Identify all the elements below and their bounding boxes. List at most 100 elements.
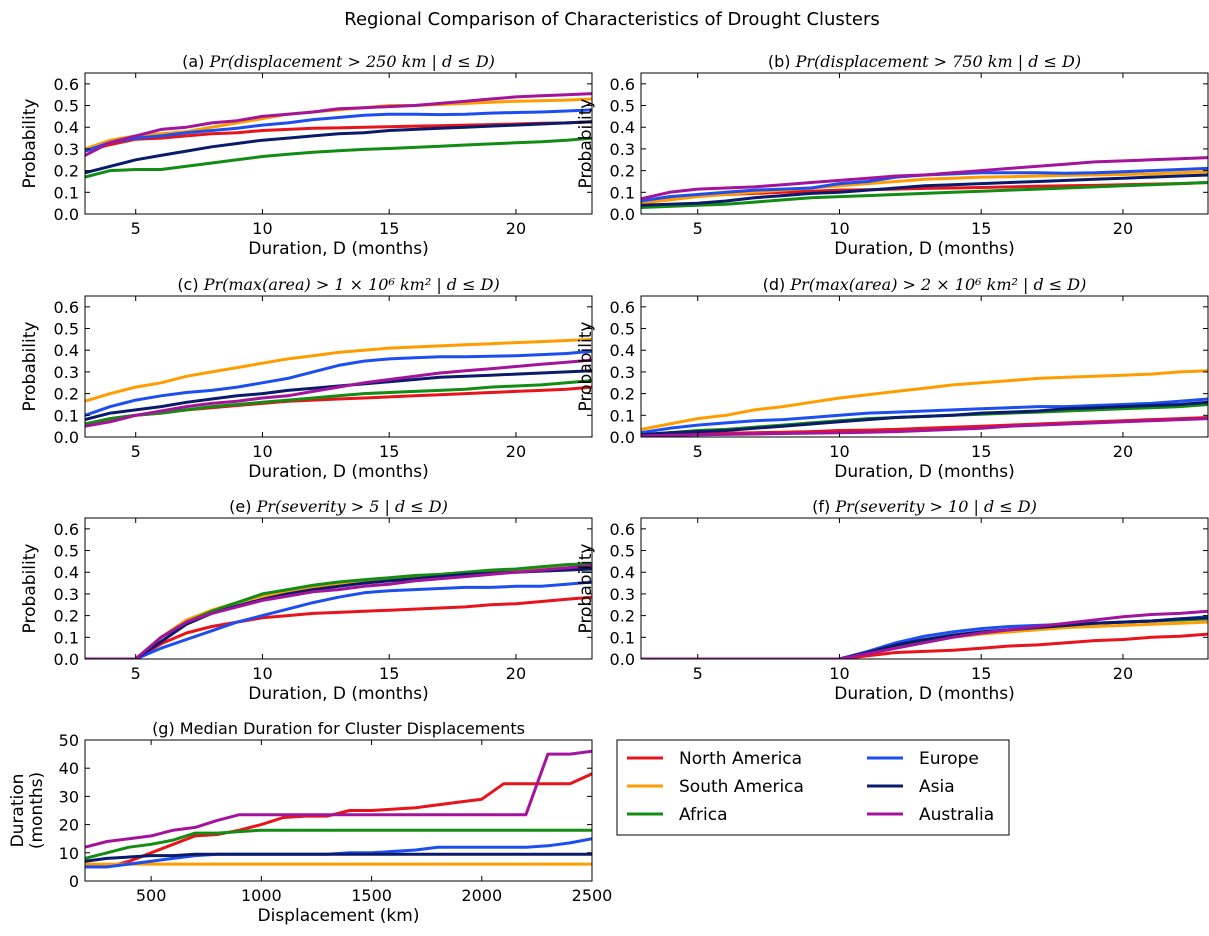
- legend-label-africa: Africa: [679, 805, 728, 825]
- series-line-e-north-america: [85, 595, 592, 659]
- y-tick-label-b: 0.1: [610, 183, 635, 202]
- x-tick-label-a: 5: [131, 219, 141, 238]
- y-tick-label-f: 0.6: [610, 520, 635, 539]
- y-tick-label-e: 0.5: [54, 542, 79, 561]
- series-group-d: [641, 369, 1208, 437]
- y-tick-label-f: 0.2: [610, 607, 635, 626]
- x-axis-label-f: Duration, D (months): [834, 684, 1014, 704]
- y-tick-label-g: 50: [59, 731, 79, 750]
- x-tick-label-f: 5: [693, 664, 703, 683]
- x-tick-label-c: 5: [131, 442, 141, 461]
- x-tick-label-d: 15: [971, 442, 991, 461]
- series-group-e: [85, 562, 592, 659]
- x-tick-label-d: 20: [1113, 442, 1133, 461]
- y-tick-label-d: 0.1: [610, 406, 635, 425]
- chart-panel-c: 5 10 15 20 0.0 0.1 0.2 0.3 0.4 0.5 0.6 Duration, D …: [20, 275, 593, 482]
- series-line-e-europe: [85, 580, 592, 659]
- panel-title-prefix-b: (b): [768, 52, 796, 71]
- x-tick-label-f: 10: [829, 664, 849, 683]
- x-tick-label-a: 10: [252, 219, 272, 238]
- y-axis-label-e: Probability: [20, 544, 40, 634]
- y-tick-label-f: 0.4: [610, 563, 635, 582]
- y-tick-label-g: 40: [59, 759, 79, 778]
- panel-title-f: (f) Pr(severity > 10 | d ≤ D): [812, 497, 1037, 516]
- axes-frame-b: [640, 72, 1209, 215]
- chart-panel-b: 5 10 15 20 0.0 0.1 0.2 0.3 0.4 0.5 0.6 Duration, D …: [576, 52, 1209, 259]
- axes-frame-d: [640, 295, 1209, 438]
- chart-panel-d: 5 10 15 20 0.0 0.1 0.2 0.3 0.4 0.5 0.6 Duration, D …: [576, 275, 1209, 482]
- x-tick-label-d: 10: [829, 442, 849, 461]
- x-tick-label-e: 20: [506, 664, 526, 683]
- y-tick-label-e: 0.1: [54, 628, 79, 647]
- y-tick-label-f: 0.5: [610, 542, 635, 561]
- y-tick-label-d: 0.3: [610, 363, 635, 382]
- x-axis-label-d: Duration, D (months): [834, 462, 1014, 482]
- chart-panel-a: 5 10 15 20 0.0 0.1 0.2 0.3 0.4 0.5 0.6 Duration, D …: [20, 52, 593, 259]
- panel-title-formula-a: Pr(displacement > 250 km | d ≤ D): [208, 52, 494, 71]
- y-tick-label-b: 0.5: [610, 97, 635, 116]
- panel-title-c: (c) Pr(max(area) > 1 × 10⁶ km² | d ≤ D): [177, 275, 499, 294]
- x-axis-label-e: Duration, D (months): [248, 684, 428, 704]
- y-tick-label-e: 0.3: [54, 585, 79, 604]
- panel-title-formula-f: Pr(severity > 10 | d ≤ D): [834, 497, 1036, 516]
- x-axis-label-a: Duration, D (months): [248, 239, 428, 259]
- chart-panel-e: 5 10 15 20 0.0 0.1 0.2 0.3 0.4 0.5 0.6 Duration, D …: [20, 497, 593, 704]
- x-tick-label-b: 5: [693, 219, 703, 238]
- series-line-c-europe: [85, 349, 592, 417]
- x-tick-label-c: 10: [252, 442, 272, 461]
- y-tick-label-e: 0.4: [54, 563, 79, 582]
- series-line-c-south-america: [85, 337, 592, 403]
- y-tick-label-b: 0.3: [610, 140, 635, 159]
- series-group-c: [85, 337, 592, 428]
- series-line-c-australia: [85, 358, 592, 428]
- x-tick-label-g: 2000: [461, 886, 502, 905]
- x-tick-label-c: 15: [379, 442, 399, 461]
- y-axis-label-f: Probability: [576, 544, 596, 634]
- y-tick-label-a: 0.1: [54, 183, 79, 202]
- x-tick-label-f: 15: [971, 664, 991, 683]
- y-tick-label-c: 0.0: [54, 428, 79, 447]
- panel-title-formula-b: Pr(displacement > 750 km | d ≤ D): [795, 52, 1081, 71]
- panel-title-e: (e) Pr(severity > 5 | d ≤ D): [229, 497, 448, 516]
- y-tick-label-a: 0.3: [54, 140, 79, 159]
- x-tick-label-e: 10: [252, 664, 272, 683]
- y-tick-label-c: 0.1: [54, 406, 79, 425]
- y-axis-label-c: Probability: [20, 322, 40, 412]
- y-tick-label-b: 0.0: [610, 205, 635, 224]
- x-axis-label-g: Displacement (km): [258, 906, 420, 926]
- x-tick-label-e: 15: [379, 664, 399, 683]
- series-line-d-south-america: [641, 369, 1208, 431]
- y-tick-label-d: 0.2: [610, 385, 635, 404]
- axes-frame-e: [84, 517, 593, 660]
- y-tick-label-e: 0.2: [54, 607, 79, 626]
- y-tick-label-b: 0.6: [610, 75, 635, 94]
- y-tick-label-a: 0.6: [54, 75, 79, 94]
- series-line-g-asia: [85, 852, 592, 863]
- y-tick-label-g: 20: [59, 816, 79, 835]
- y-tick-label-g: 0: [69, 872, 79, 891]
- series-line-b-australia: [641, 156, 1208, 201]
- series-line-b-africa: [641, 181, 1208, 209]
- series-line-g-africa: [85, 828, 592, 860]
- legend-frame: [616, 739, 1010, 836]
- axes-frame-c: [84, 295, 593, 438]
- series-line-f-australia: [641, 609, 1208, 659]
- y-axis-label-b: Probability: [576, 99, 596, 189]
- legend-label-australia: Australia: [919, 805, 994, 825]
- figure-title: Regional Comparison of Characteristics o…: [344, 9, 879, 30]
- x-tick-label-b: 15: [971, 219, 991, 238]
- x-tick-label-b: 10: [829, 219, 849, 238]
- series-line-d-australia: [641, 417, 1208, 437]
- y-tick-label-f: 0.3: [610, 585, 635, 604]
- y-tick-label-b: 0.2: [610, 162, 635, 181]
- y-tick-label-a: 0.4: [54, 118, 79, 137]
- y-tick-label-c: 0.4: [54, 341, 79, 360]
- series-line-d-asia: [641, 400, 1208, 437]
- panel-title-a: (a) Pr(displacement > 250 km | d ≤ D): [182, 52, 495, 71]
- y-tick-label-f: 0.1: [610, 628, 635, 647]
- series-line-g-australia: [85, 749, 592, 849]
- x-tick-label-f: 20: [1113, 664, 1133, 683]
- x-tick-label-c: 20: [506, 442, 526, 461]
